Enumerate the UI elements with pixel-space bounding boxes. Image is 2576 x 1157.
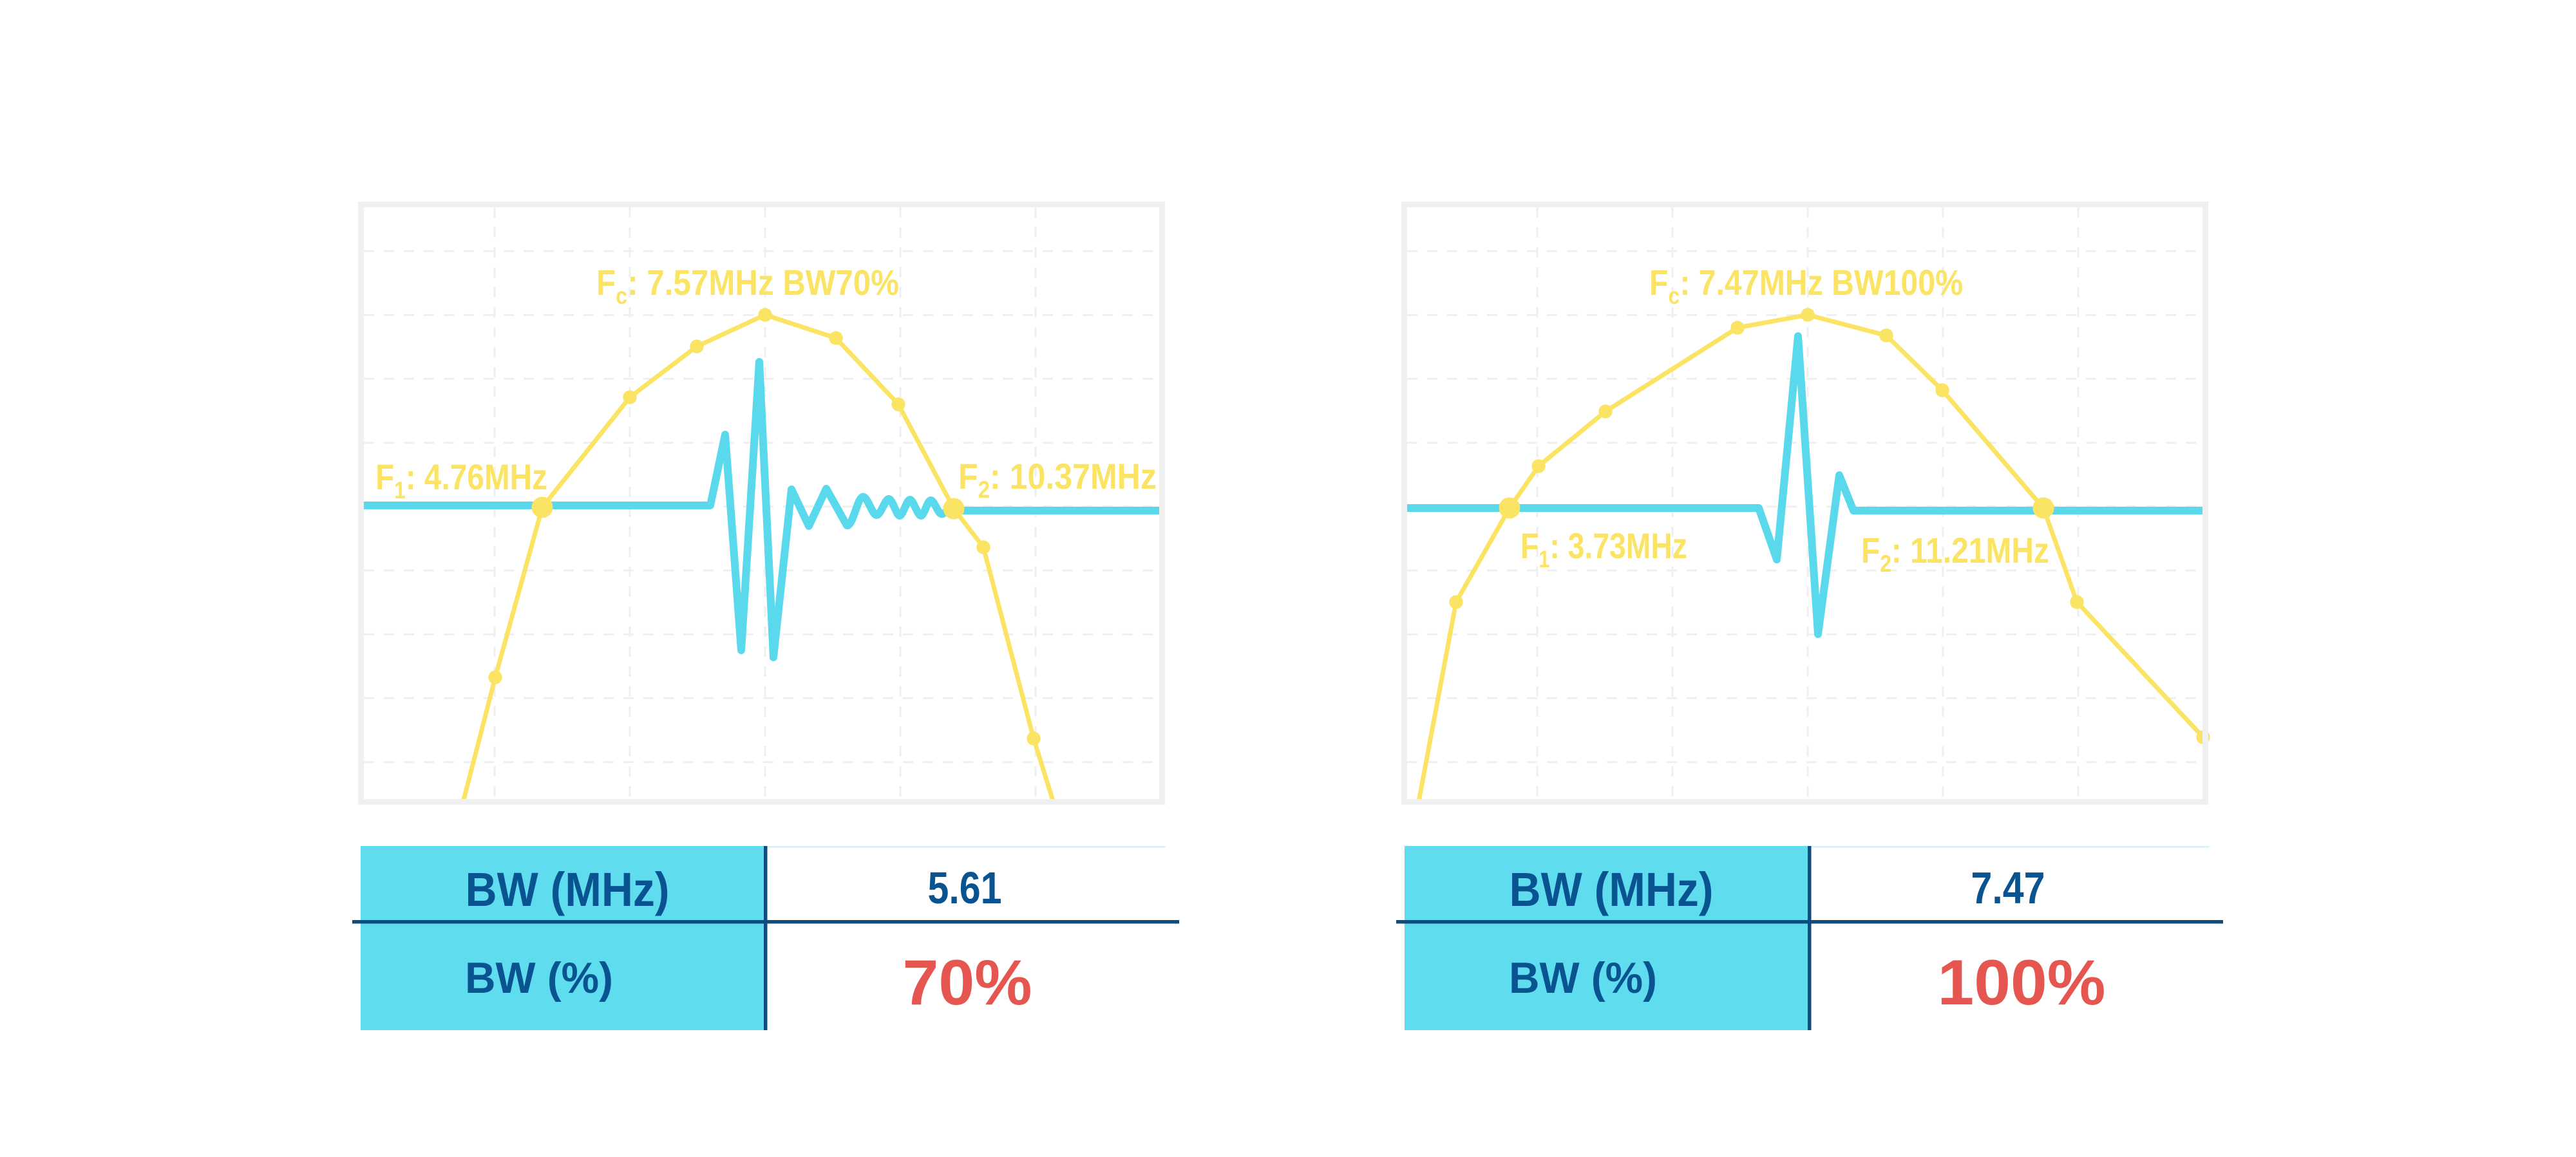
svg-text:Fc: 7.47MHz BW100%: Fc: 7.47MHz BW100% [1649,262,1963,309]
svg-text:Fc: 7.57MHz BW70%: Fc: 7.57MHz BW70% [596,262,899,309]
svg-text:BW (MHz): BW (MHz) [1510,863,1714,916]
svg-text:100%: 100% [1938,946,2106,1018]
svg-text:F2: 11.21MHz: F2: 11.21MHz [1861,530,2049,577]
svg-text:BW (%): BW (%) [465,954,613,1002]
svg-text:BW (MHz): BW (MHz) [466,863,670,916]
svg-text:70%: 70% [903,946,1032,1018]
svg-text:F2: 10.37MHz: F2: 10.37MHz [958,456,1157,503]
svg-text:7.47: 7.47 [1971,863,2045,913]
svg-text:BW (%): BW (%) [1509,954,1657,1002]
svg-text:5.61: 5.61 [928,863,1002,913]
